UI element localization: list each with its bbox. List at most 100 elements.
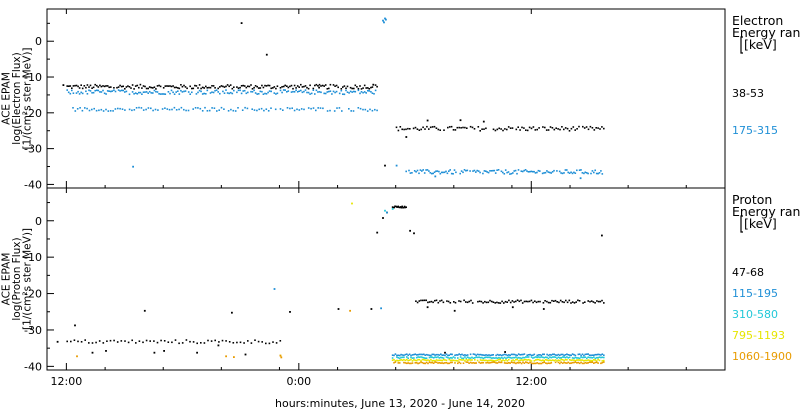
electron-data-point (383, 21, 385, 24)
electron-data-point (139, 83, 142, 86)
electron-data-point (419, 169, 422, 171)
electron-data-point (515, 128, 518, 131)
electron-data-point (492, 128, 495, 131)
proton-data-point (549, 356, 551, 358)
proton-data-point (479, 353, 482, 356)
proton-data-point (461, 353, 463, 356)
electron-y-tick-label: -30 (24, 143, 42, 156)
proton-data-point (459, 358, 462, 361)
electron-data-point (409, 172, 412, 174)
proton-data-point (603, 361, 605, 363)
proton-data-point (560, 357, 562, 359)
proton-data-point (525, 358, 527, 361)
electron-data-point (411, 172, 413, 174)
proton-data-point (457, 362, 459, 365)
electron-data-point (140, 107, 143, 109)
electron-data-point (542, 126, 544, 128)
proton-data-point (482, 357, 485, 360)
proton-data-point (537, 354, 540, 356)
proton-data-point (74, 324, 76, 327)
electron-data-point (77, 85, 79, 88)
electron-data-point (220, 85, 223, 87)
electron-data-point (251, 91, 254, 93)
proton-data-point (424, 359, 426, 361)
proton-data-point (523, 353, 526, 355)
electron-data-point (439, 172, 442, 175)
electron-data-point (222, 90, 224, 93)
proton-legend-entry: 1060-1900 (732, 350, 792, 363)
electron-data-point (537, 169, 540, 172)
electron-data-point (223, 92, 226, 94)
electron-data-point (251, 88, 254, 90)
electron-data-point (466, 127, 468, 129)
proton-data-point (540, 354, 543, 357)
proton-data-point (196, 342, 198, 345)
electron-data-point (298, 109, 301, 111)
electron-data-point (312, 89, 315, 91)
electron-data-point (603, 127, 605, 130)
electron-data-point (307, 107, 310, 109)
proton-data-point (510, 357, 513, 359)
proton-data-point (124, 340, 126, 342)
electron-data-point (92, 86, 95, 89)
electron-data-point (231, 92, 234, 95)
electron-data-point (534, 172, 537, 174)
electron-data-point (111, 90, 114, 92)
proton-data-point (559, 299, 562, 302)
electron-data-point (89, 84, 92, 87)
proton-data-point (465, 361, 468, 363)
electron-data-point (549, 126, 552, 128)
electron-data-point (227, 110, 230, 112)
electron-data-point (472, 170, 474, 172)
electron-data-point (259, 87, 262, 89)
electron-data-point (477, 126, 480, 128)
proton-data-point (432, 353, 435, 356)
electron-data-point (175, 86, 177, 89)
electron-data-point (504, 128, 506, 130)
proton-data-point (408, 362, 411, 365)
proton-data-point (582, 302, 584, 304)
electron-data-point (144, 85, 146, 88)
electron-data-point (526, 170, 528, 172)
electron-data-point (459, 172, 461, 175)
proton-data-point (214, 339, 216, 342)
proton-data-point (520, 359, 523, 361)
electron-data-point (578, 125, 580, 128)
proton-data-point (537, 356, 540, 358)
proton-data-point (247, 340, 249, 342)
electron-data-point (239, 86, 241, 89)
proton-data-point (492, 354, 494, 356)
electron-data-point (95, 109, 98, 112)
proton-data-point (418, 358, 421, 361)
proton-data-point (520, 299, 522, 302)
proton-data-point (469, 357, 472, 359)
proton-data-point (418, 356, 421, 358)
electron-data-point (72, 107, 74, 109)
electron-data-point (504, 169, 507, 171)
proton-data-point (403, 361, 405, 364)
electron-data-point (124, 91, 126, 93)
proton-data-point (583, 356, 585, 359)
electron-data-point (553, 169, 555, 172)
proton-data-point (527, 362, 530, 364)
proton-data-point (567, 354, 570, 356)
proton-data-point (440, 356, 442, 359)
proton-data-point (522, 359, 524, 362)
proton-data-point (491, 359, 493, 362)
electron-data-point (173, 106, 176, 109)
electron-data-point (523, 127, 525, 129)
proton-data-point (527, 300, 529, 303)
proton-data-point (475, 354, 477, 357)
electron-data-point (580, 169, 582, 171)
proton-data-point (458, 353, 460, 355)
proton-data-point (398, 354, 401, 357)
proton-data-point (564, 362, 567, 364)
proton-data-point (544, 358, 547, 361)
proton-data-point (489, 361, 492, 364)
electron-data-point (150, 86, 153, 89)
electron-data-point (80, 84, 82, 86)
electron-data-point (156, 91, 159, 93)
electron-data-point (152, 109, 154, 112)
electron-data-point (117, 107, 119, 110)
proton-data-point (135, 342, 137, 344)
